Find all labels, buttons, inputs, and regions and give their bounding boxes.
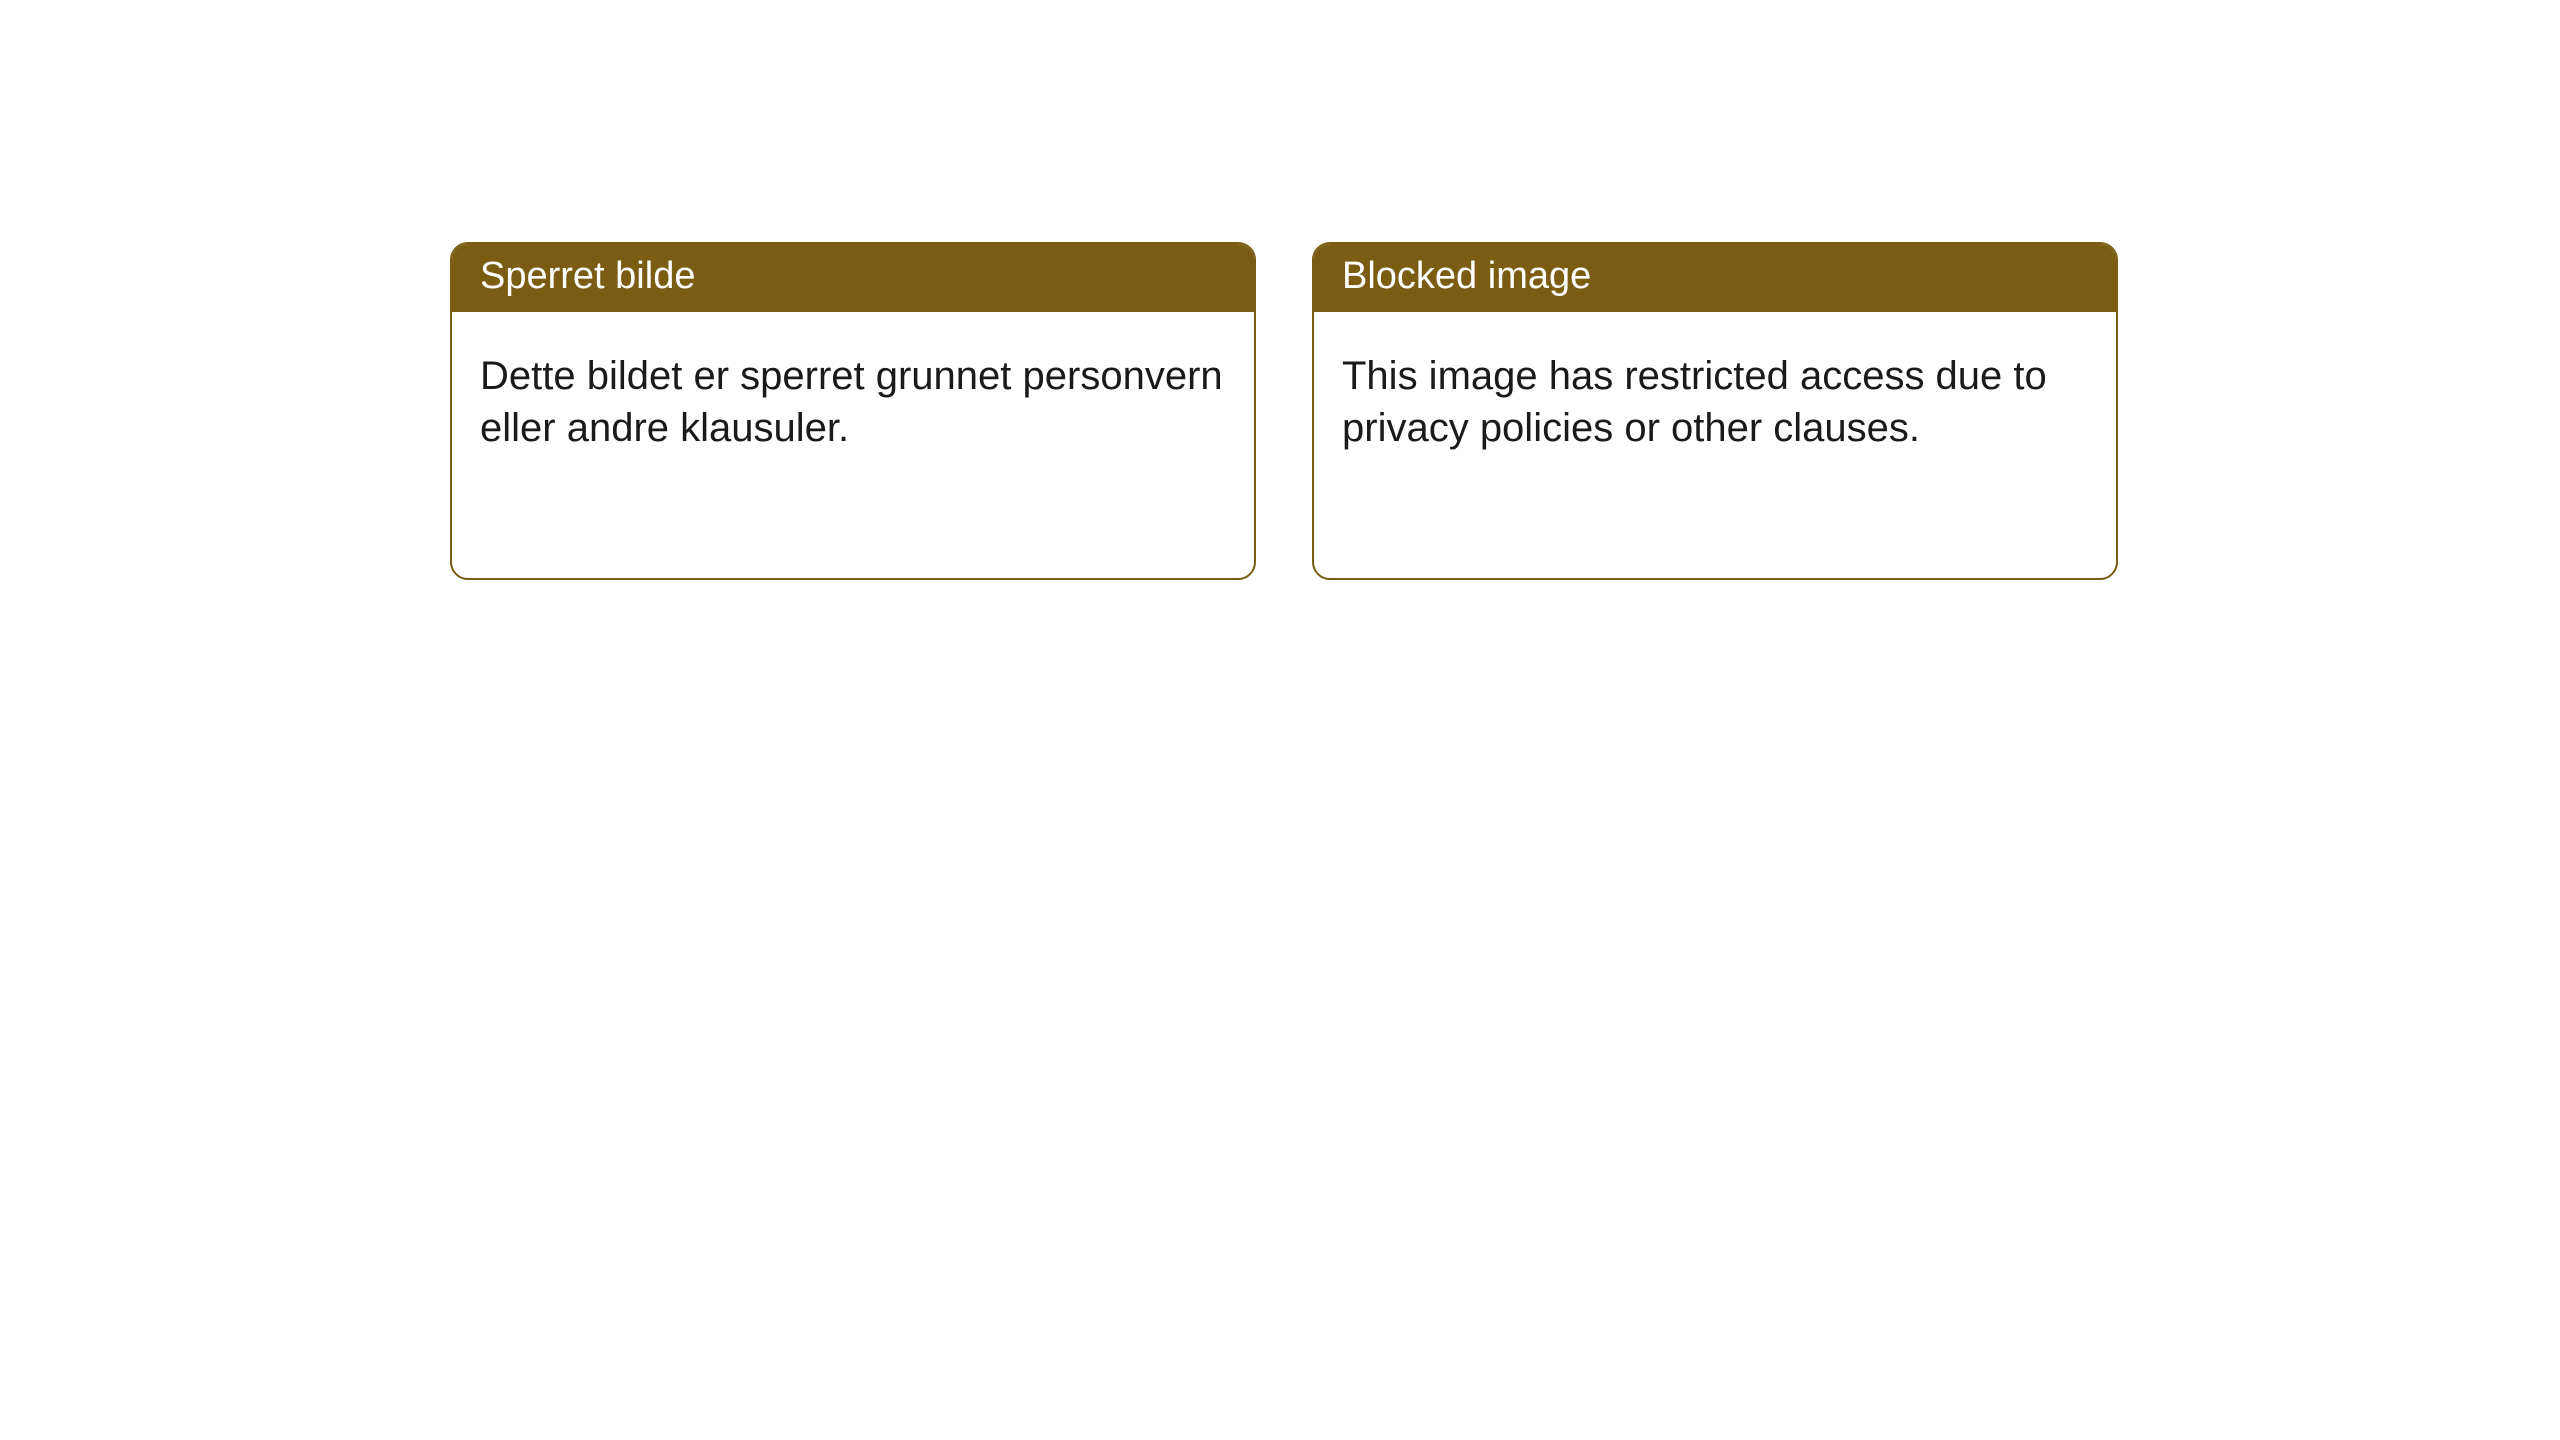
notice-body: This image has restricted access due to …: [1314, 312, 2116, 494]
notice-box-norwegian: Sperret bilde Dette bildet er sperret gr…: [450, 242, 1256, 580]
notice-body: Dette bildet er sperret grunnet personve…: [452, 312, 1254, 494]
notice-container: Sperret bilde Dette bildet er sperret gr…: [0, 0, 2560, 580]
notice-title: Sperret bilde: [452, 244, 1254, 312]
notice-box-english: Blocked image This image has restricted …: [1312, 242, 2118, 580]
notice-title: Blocked image: [1314, 244, 2116, 312]
